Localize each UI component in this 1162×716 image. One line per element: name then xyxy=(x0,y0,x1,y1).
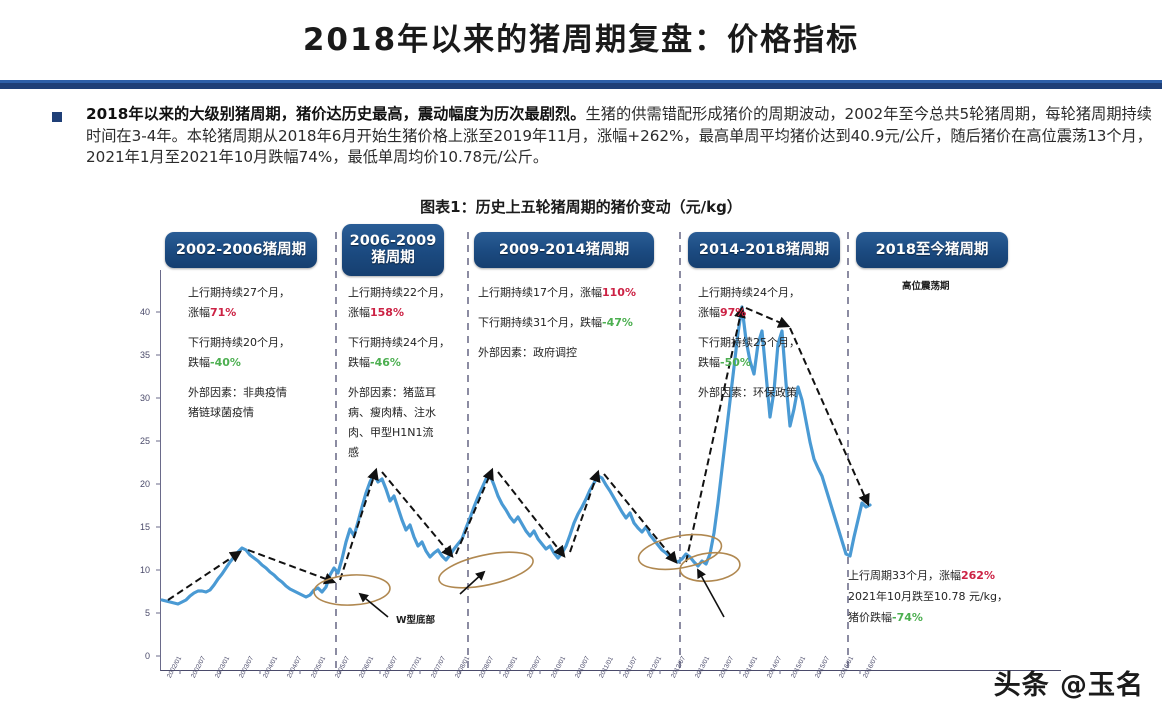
cycle5-line3-pre: 猪价跌幅 xyxy=(848,611,892,624)
cycle1-down-text: 下行期持续20个月， xyxy=(188,336,290,349)
cycle2-external2: 病、瘦肉精、注水 xyxy=(348,406,436,419)
cycle4-external: 外部因素：环保政策 xyxy=(698,386,797,399)
body-lead-sentence: 2018年以来的大级别猪周期，猪价达历史最高，震动幅度为历次最剧烈。 xyxy=(86,105,586,123)
cycle4-up-pct: 97% xyxy=(720,306,747,319)
cycle-note-2018-now: 上行周期33个月，涨幅262% 2021年10月跌至10.78 元/kg， 猪价… xyxy=(848,566,1008,629)
w-bottom-label: W型底部 xyxy=(396,615,435,626)
cycle2-down-text: 下行期持续24个月， xyxy=(348,336,450,349)
y-tick-30: 30 xyxy=(139,393,150,403)
high-volatility-label: 高位震荡期 xyxy=(902,281,950,292)
cycle4-up-text: 上行期持续24个月， xyxy=(698,286,800,299)
y-tick-0: 0 xyxy=(144,651,150,661)
cycle2-external3: 肉、甲型H1N1流 xyxy=(348,426,434,439)
cycle4-down-pct: -50% xyxy=(720,356,751,369)
cycle5-line1-pre: 上行周期33个月，涨幅 xyxy=(848,569,961,582)
cycle1-external2: 猪链球菌疫情 xyxy=(188,406,254,419)
cycle-header-2002-2006[interactable]: 2002-2006猪周期 xyxy=(165,232,317,268)
cycle2-up-label: 涨幅 xyxy=(348,306,370,319)
cycle2-up-pct: 158% xyxy=(370,306,404,319)
cycle-header-2014-2018[interactable]: 2014-2018猪周期 xyxy=(688,232,840,268)
cycle3-external: 外部因素：政府调控 xyxy=(478,346,577,359)
watermark: 头条 @玉名 xyxy=(993,670,1144,701)
cycle2-external: 外部因素：猪蓝耳 xyxy=(348,386,436,399)
cycle3-down-pct: -47% xyxy=(602,316,633,329)
cycle3-up-text: 上行期持续17个月，涨幅 xyxy=(478,286,602,299)
cycle3-up-pct: 110% xyxy=(602,286,636,299)
bullet-square-icon xyxy=(52,112,62,122)
cycle-header-2018-now[interactable]: 2018至今猪周期 xyxy=(856,232,1008,268)
cycle1-up-pct: 71% xyxy=(210,306,237,319)
title-divider-bar xyxy=(0,80,1162,89)
body-paragraph-block: 2018年以来的大级别猪周期，猪价达历史最高，震动幅度为历次最剧烈。生猪的供需错… xyxy=(52,104,1152,169)
y-tick-20: 20 xyxy=(139,479,150,489)
y-tick-40: 40 xyxy=(139,307,150,317)
cycle-note-2014-2018: 上行期持续24个月， 涨幅97% 下行期持续25个月， 跌幅-50% 外部因素：… xyxy=(698,284,848,404)
y-tick-15: 15 xyxy=(139,522,150,532)
cycle5-line3-pct: -74% xyxy=(892,611,923,624)
y-tick-25: 25 xyxy=(139,436,150,446)
cycle4-up-label: 涨幅 xyxy=(698,306,720,319)
cycle1-up-text: 上行期持续27个月， xyxy=(188,286,290,299)
cycle5-line1-pct: 262% xyxy=(961,569,995,582)
cycle4-down-text: 下行期持续25个月， xyxy=(698,336,800,349)
y-tick-10: 10 xyxy=(139,565,150,575)
cycle-header-2009-2014[interactable]: 2009-2014猪周期 xyxy=(474,232,654,268)
page-title: 2018年以来的猪周期复盘：价格指标 xyxy=(302,22,860,58)
body-text: 2018年以来的大级别猪周期，猪价达历史最高，震动幅度为历次最剧烈。生猪的供需错… xyxy=(86,104,1152,169)
cycle-note-2006-2009: 上行期持续22个月， 涨幅158% 下行期持续24个月， 跌幅-46% 外部因素… xyxy=(348,284,460,464)
cycle1-down-pct: -40% xyxy=(210,356,241,369)
cycle1-external: 外部因素：非典疫情 xyxy=(188,386,287,399)
title-divider-highlight xyxy=(0,80,1162,83)
chart-caption: 图表1：历史上五轮猪周期的猪价变动（元/kg） xyxy=(420,198,742,216)
cycle-note-2002-2006: 上行期持续27个月， 涨幅71% 下行期持续20个月， 跌幅-40% 外部因素：… xyxy=(188,284,328,424)
cycle4-down-label: 跌幅 xyxy=(698,356,720,369)
cycle2-down-pct: -46% xyxy=(370,356,401,369)
y-tick-35: 35 xyxy=(139,350,150,360)
cycle1-up-label: 涨幅 xyxy=(188,306,210,319)
cycle2-up-text: 上行期持续22个月， xyxy=(348,286,450,299)
body-rest-sentence: 生猪的供需错配形成猪价的周期波动，2002年至今总共5轮猪周期，每轮猪周期持续时… xyxy=(86,105,1152,166)
y-tick-5: 5 xyxy=(144,608,150,618)
cycle-header-2006-2009[interactable]: 2006-2009 猪周期 xyxy=(342,224,444,276)
cycle3-down-text: 下行期持续31个月，跌幅 xyxy=(478,316,602,329)
cycle2-down-label: 跌幅 xyxy=(348,356,370,369)
cycle1-down-label: 跌幅 xyxy=(188,356,210,369)
cycle2-external4: 感 xyxy=(348,446,359,459)
cycle-note-2009-2014: 上行期持续17个月，涨幅110% 下行期持续31个月，跌幅-47% 外部因素：政… xyxy=(478,284,678,364)
cycle5-line2: 2021年10月跌至10.78 元/kg， xyxy=(848,590,1009,603)
